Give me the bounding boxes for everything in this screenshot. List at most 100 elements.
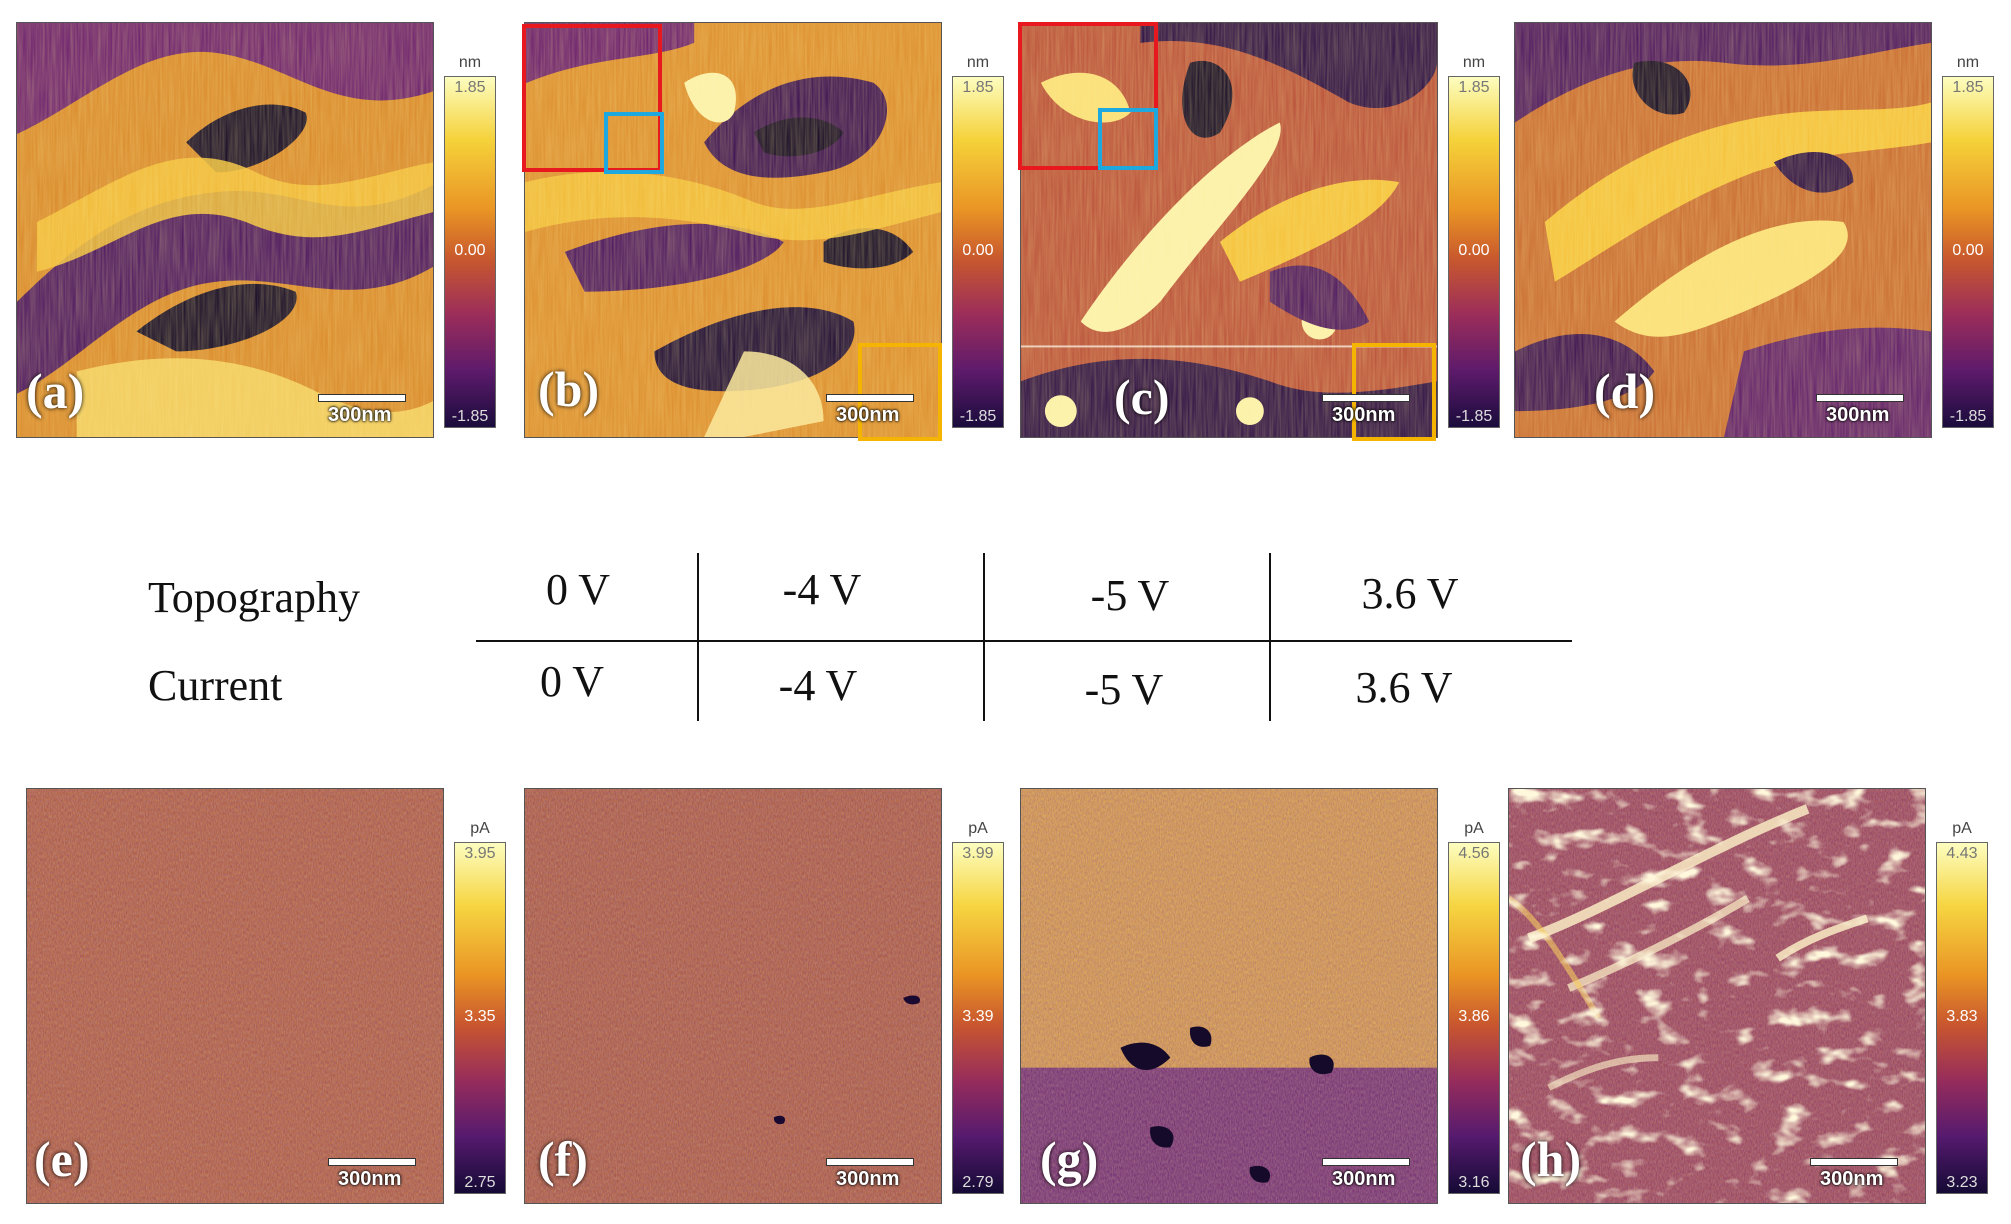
scale-bar-e <box>328 1158 416 1166</box>
scale-text-b: 300nm <box>836 404 900 426</box>
topography-image-c <box>1021 23 1437 437</box>
scale-text-g: 300nm <box>1332 1168 1396 1190</box>
row-label-topography: Topography <box>148 573 360 622</box>
colorbar-unit-f: pA <box>968 820 988 837</box>
colorbar-max-d: 1.85 <box>1952 79 1984 96</box>
colorbar-unit-b: nm <box>966 54 990 71</box>
panel-c <box>1020 22 1438 438</box>
blue-box-c <box>1098 108 1158 170</box>
panel-h <box>1508 788 1926 1204</box>
panel-label-a: (a) <box>26 363 85 419</box>
scale-bar-g <box>1322 1158 1410 1166</box>
panel-g <box>1020 788 1438 1204</box>
colorbar-f <box>952 842 1004 1194</box>
current-image-e <box>27 789 443 1203</box>
red-box-b <box>522 24 662 172</box>
scale-text-c: 300nm <box>1332 404 1396 426</box>
scale-bar-c <box>1322 394 1410 402</box>
colorbar-d <box>1942 76 1994 428</box>
topography-image-a <box>17 23 433 437</box>
topo-voltage-4: 3.6 V <box>1361 569 1459 618</box>
current-voltage-1: 0 V <box>540 657 604 706</box>
scale-bar-f <box>826 1158 914 1166</box>
panel-b <box>524 22 942 438</box>
scale-bar-b <box>826 394 914 402</box>
colorbar-h <box>1936 842 1988 1194</box>
colorbar-max-c: 1.85 <box>1458 79 1490 96</box>
table-divider-3 <box>1269 553 1271 721</box>
colorbar-max-g: 4.56 <box>1458 845 1490 862</box>
colorbar-e <box>454 842 506 1194</box>
panel-f <box>524 788 942 1204</box>
colorbar-c <box>1448 76 1500 428</box>
colorbar-max-b: 1.85 <box>962 79 994 96</box>
current-image-g <box>1021 789 1437 1203</box>
panel-label-e: (e) <box>34 1131 90 1187</box>
panel-label-f: (f) <box>538 1131 588 1187</box>
colorbar-mid-g: 3.86 <box>1458 1008 1490 1025</box>
colorbar-min-d: -1.85 <box>1949 408 1987 425</box>
colorbar-mid-c: 0.00 <box>1458 242 1490 259</box>
panel-e <box>26 788 444 1204</box>
colorbar-mid-f: 3.39 <box>962 1008 994 1025</box>
current-voltage-3: -5 V <box>1084 665 1164 714</box>
panel-label-c: (c) <box>1114 369 1170 425</box>
colorbar-max-e: 3.95 <box>464 845 496 862</box>
topography-image-b <box>525 23 941 437</box>
colorbar-max-f: 3.99 <box>962 845 994 862</box>
panel-label-d: (d) <box>1594 363 1656 419</box>
colorbar-min-b: -1.85 <box>959 408 997 425</box>
colorbar-min-a: -1.85 <box>451 408 489 425</box>
colorbar-g <box>1448 842 1500 1194</box>
colorbar-mid-e: 3.35 <box>464 1008 496 1025</box>
table-divider-1 <box>697 553 699 721</box>
scale-bar-a <box>318 394 406 402</box>
panel-label-b: (b) <box>538 361 600 417</box>
colorbar-unit-d: nm <box>1956 54 1980 71</box>
panel-label-h: (h) <box>1520 1131 1582 1187</box>
topo-voltage-3: -5 V <box>1090 571 1170 620</box>
scale-bar-h <box>1810 1158 1898 1166</box>
table-divider-2 <box>983 553 985 721</box>
current-image-f <box>525 789 941 1203</box>
colorbar-min-g: 3.16 <box>1458 1174 1490 1191</box>
scale-bar-d <box>1816 394 1904 402</box>
scale-text-d: 300nm <box>1826 404 1890 426</box>
panel-a <box>16 22 434 438</box>
scale-text-e: 300nm <box>338 1168 402 1190</box>
colorbar-mid-d: 0.00 <box>1952 242 1984 259</box>
topo-voltage-2: -4 V <box>782 565 862 614</box>
topography-image-d <box>1515 23 1931 437</box>
scale-text-h: 300nm <box>1820 1168 1884 1190</box>
colorbar-a <box>444 76 496 428</box>
colorbar-min-h: 3.23 <box>1946 1174 1978 1191</box>
colorbar-unit-h: pA <box>1952 820 1972 837</box>
red-box-c <box>1018 22 1158 170</box>
colorbar-b <box>952 76 1004 428</box>
colorbar-max-a: 1.85 <box>454 79 486 96</box>
orange-box-b <box>858 343 942 441</box>
colorbar-min-c: -1.85 <box>1455 408 1493 425</box>
colorbar-unit-a: nm <box>458 54 482 71</box>
blue-box-b <box>604 112 664 174</box>
colorbar-min-e: 2.75 <box>464 1174 496 1191</box>
topo-voltage-1: 0 V <box>546 565 610 614</box>
scale-text-a: 300nm <box>328 404 392 426</box>
current-image-h <box>1509 789 1925 1203</box>
table-horizontal-rule <box>476 640 1572 642</box>
current-voltage-2: -4 V <box>778 661 858 710</box>
colorbar-unit-g: pA <box>1464 820 1484 837</box>
current-voltage-4: 3.6 V <box>1355 663 1453 712</box>
colorbar-unit-e: pA <box>470 820 490 837</box>
colorbar-mid-h: 3.83 <box>1946 1008 1978 1025</box>
row-label-current: Current <box>148 661 283 710</box>
colorbar-unit-c: nm <box>1462 54 1486 71</box>
colorbar-mid-b: 0.00 <box>962 242 994 259</box>
colorbar-max-h: 4.43 <box>1946 845 1978 862</box>
orange-box-c <box>1352 343 1436 441</box>
colorbar-min-f: 2.79 <box>962 1174 994 1191</box>
panel-label-g: (g) <box>1040 1131 1099 1187</box>
scale-text-f: 300nm <box>836 1168 900 1190</box>
panel-d <box>1514 22 1932 438</box>
colorbar-mid-a: 0.00 <box>454 242 486 259</box>
